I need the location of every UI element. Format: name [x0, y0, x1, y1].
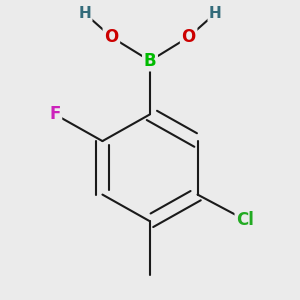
Text: H: H — [78, 6, 91, 21]
Text: H: H — [209, 6, 222, 21]
Text: Cl: Cl — [236, 211, 254, 229]
Text: B: B — [144, 52, 156, 70]
Text: O: O — [104, 28, 118, 46]
Text: O: O — [182, 28, 196, 46]
Text: F: F — [49, 105, 61, 123]
